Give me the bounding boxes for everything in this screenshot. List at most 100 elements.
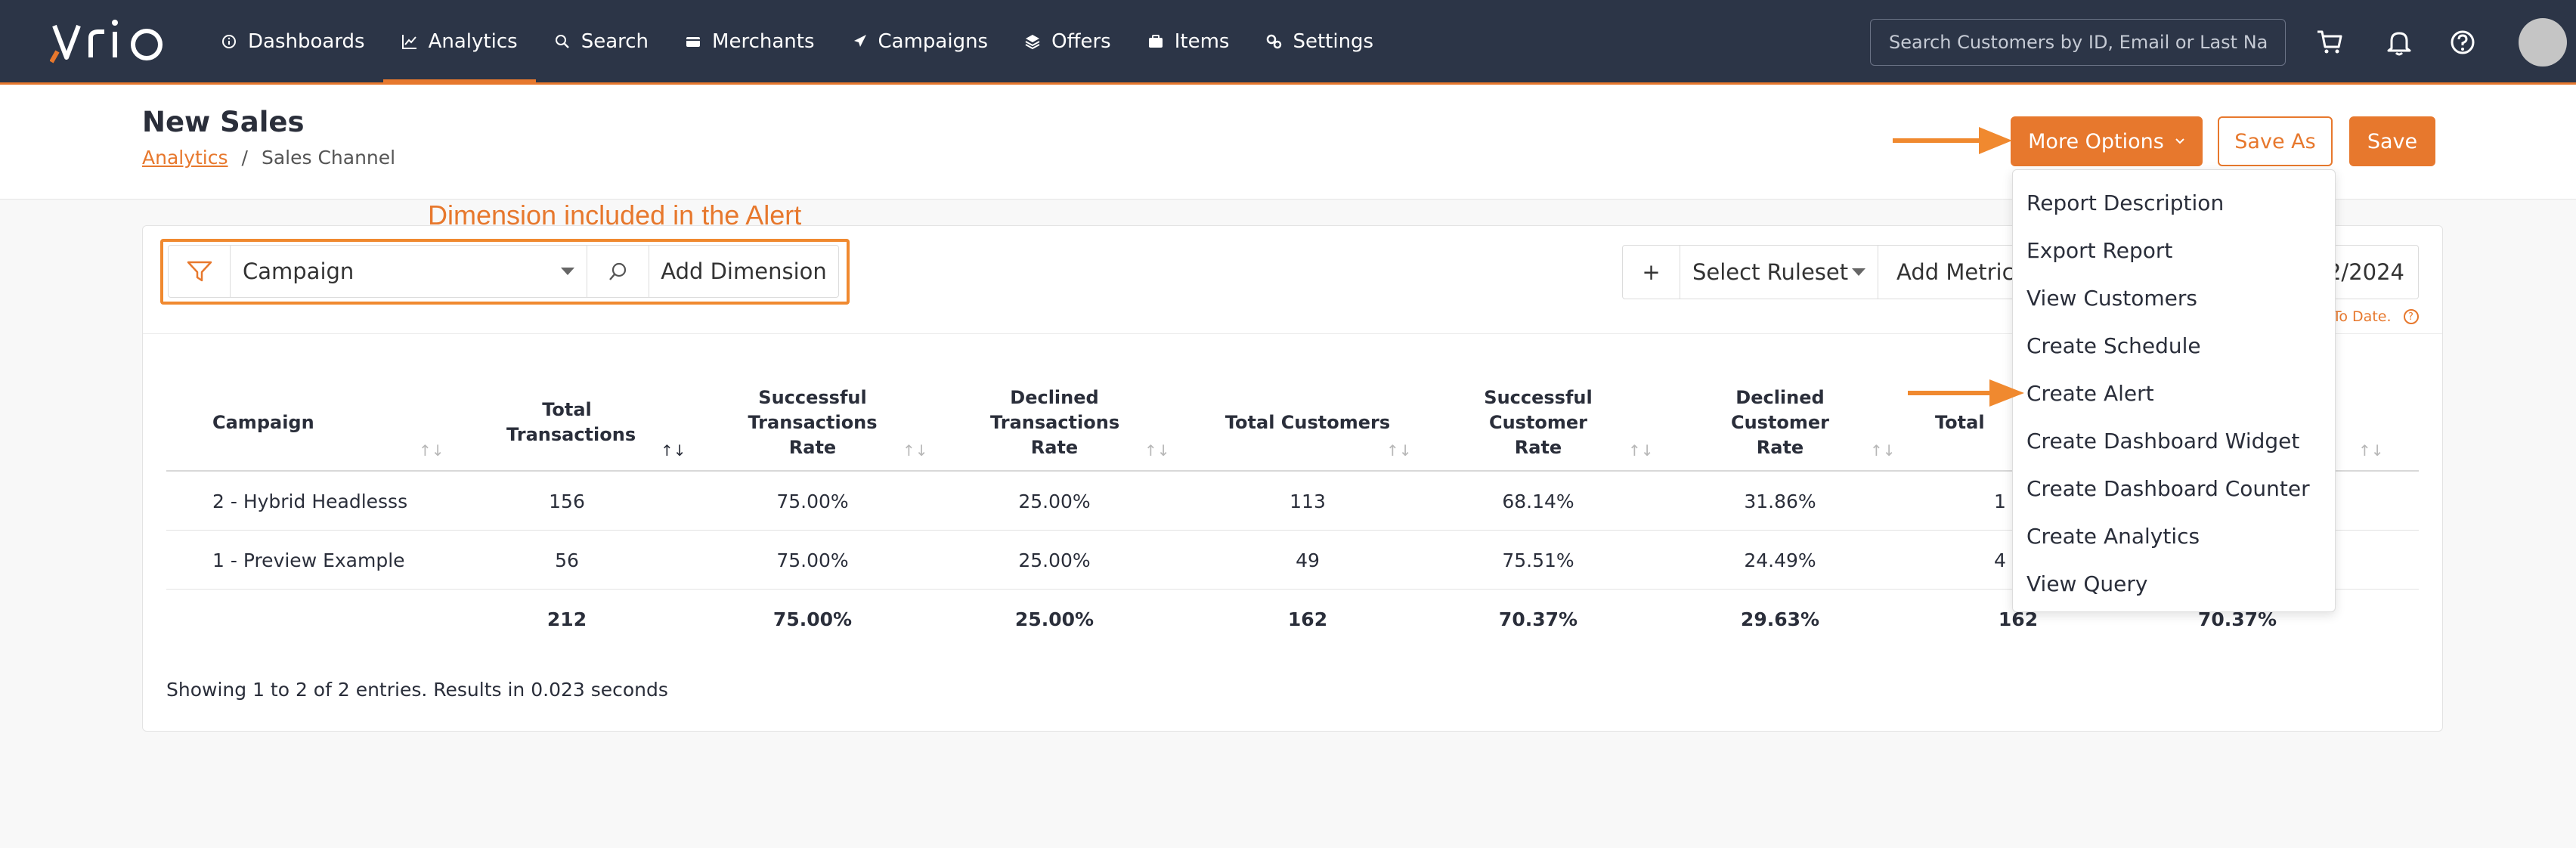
menu-item-create-dashboard-widget[interactable]: Create Dashboard Widget (2026, 429, 2300, 453)
cell-successful-customer-rate: 68.14% (1502, 490, 1574, 512)
layers-icon (1025, 34, 1040, 49)
box-icon (1148, 34, 1163, 48)
col-header-total-transactions[interactable]: Total Transactions (506, 399, 636, 445)
cell-total-customers: 49 (1296, 549, 1320, 571)
vrio-logo[interactable] (50, 18, 171, 67)
menu-item-create-analytics[interactable]: Create Analytics (2026, 524, 2200, 549)
help-circle-icon[interactable]: ? (2403, 309, 2419, 324)
cell-declined-transactions-rate: 25.00% (1018, 549, 1091, 571)
help-icon[interactable] (2448, 27, 2478, 57)
arrow-right-icon (1893, 127, 2012, 154)
save-button[interactable]: Save (2349, 116, 2435, 166)
cell-successful-transactions-rate: 75.00% (776, 549, 849, 571)
col-header-declined-transactions-rate[interactable]: Declined Transactions Rate (990, 386, 1120, 458)
nav-campaigns[interactable]: Campaigns (833, 0, 1007, 82)
global-search-input[interactable] (1870, 19, 2286, 66)
chevron-down-icon (2175, 138, 2184, 144)
menu-item-view-customers[interactable]: View Customers (2026, 286, 2197, 311)
nav-merchants[interactable]: Merchants (667, 0, 832, 82)
cell-total: 1 (1994, 490, 2006, 512)
col-header-total[interactable]: Total (1935, 411, 1985, 433)
total-transactions: 212 (546, 608, 587, 630)
more-options-label: More Options (2028, 129, 2164, 153)
nav-analytics[interactable]: Analytics (382, 0, 536, 82)
cart-icon[interactable] (2314, 27, 2345, 57)
sort-icon[interactable]: ↑↓ (903, 441, 928, 460)
nav-search-label: Search (581, 29, 649, 53)
col-header-total-customers[interactable]: Total Customers (1225, 411, 1391, 433)
info-circle-icon (222, 34, 236, 48)
nav-items-label: Items (1174, 29, 1230, 53)
to-date-text: To Date. (2333, 308, 2392, 325)
sort-icon[interactable]: ↑↓ (419, 441, 444, 460)
search-icon (608, 262, 626, 280)
more-options-menu: Report Description Export Report View Cu… (2012, 169, 2336, 612)
dimension-select-value: Campaign (243, 258, 355, 284)
cell-campaign: 2 - Hybrid Headlesss (212, 490, 408, 512)
cell-declined-customer-rate: 24.49% (1744, 549, 1816, 571)
breadcrumb-separator: / (241, 147, 248, 169)
cell-campaign: 1 - Preview Example (212, 549, 405, 571)
ruleset-select-label: Select Ruleset (1692, 259, 1849, 285)
col-header-successful-transactions-rate[interactable]: Successful Transactions Rate (748, 386, 878, 458)
table-header: Campaign ↑↓ Total Transactions ↑↓ Succes… (166, 373, 2419, 472)
nav-settings[interactable]: Settings (1247, 0, 1392, 82)
chart-line-icon (401, 34, 416, 49)
add-metrics-button[interactable]: Add Metrics (1896, 259, 2026, 285)
arrow-right-icon (1908, 379, 2024, 407)
add-dimension-button[interactable]: Add Dimension (661, 258, 827, 284)
cell-declined-transactions-rate: 25.00% (1018, 490, 1091, 512)
gears-icon (1267, 34, 1282, 48)
menu-item-view-query[interactable]: View Query (2026, 571, 2148, 596)
breadcrumb-analytics-link[interactable]: Analytics (142, 147, 228, 169)
to-date-hint: To Date. ? (2333, 308, 2419, 325)
nav-campaigns-label: Campaigns (878, 29, 989, 53)
dimension-search-button[interactable] (587, 246, 649, 297)
nav-dashboards[interactable]: Dashboards (203, 0, 383, 82)
cell-declined-customer-rate: 31.86% (1744, 490, 1816, 512)
total-customers: 162 (1287, 608, 1328, 630)
caret-down-icon (1852, 268, 1865, 276)
table-row[interactable]: 2 - Hybrid Headlesss 156 75.00% 25.00% 1… (166, 472, 2419, 531)
sort-active-icon[interactable]: ↑↓ (661, 441, 686, 460)
top-navbar: Dashboards Analytics Search Merchants Ca… (0, 0, 2576, 85)
nav-search[interactable]: Search (536, 0, 667, 82)
cell-total-transactions: 56 (555, 549, 579, 571)
nav-settings-label: Settings (1293, 29, 1374, 53)
total-declined-customer-rate: 29.63% (1740, 608, 1820, 630)
col-header-declined-customer-rate[interactable]: Declined Customer Rate (1730, 386, 1830, 458)
ruleset-select[interactable]: Select Ruleset (1680, 246, 1878, 299)
filter-icon (187, 261, 212, 282)
user-avatar[interactable] (2519, 18, 2567, 67)
caret-down-icon (561, 268, 574, 275)
menu-item-create-alert[interactable]: Create Alert (2026, 381, 2154, 406)
col-header-campaign[interactable]: Campaign (212, 411, 314, 433)
bell-icon[interactable] (2384, 27, 2414, 57)
sort-icon[interactable]: ↑↓ (1144, 441, 1170, 460)
menu-item-report-description[interactable]: Report Description (2026, 190, 2225, 215)
cell-successful-transactions-rate: 75.00% (776, 490, 849, 512)
menu-item-create-dashboard-counter[interactable]: Create Dashboard Counter (2026, 476, 2310, 501)
table-row[interactable]: 1 - Preview Example 56 75.00% 25.00% 49 … (166, 531, 2419, 590)
nav-offers[interactable]: Offers (1006, 0, 1129, 82)
col-header-successful-customer-rate[interactable]: Successful Customer Rate (1484, 386, 1593, 458)
main-nav: Dashboards Analytics Search Merchants Ca… (203, 0, 1392, 82)
filter-button[interactable] (169, 246, 231, 297)
menu-item-create-schedule[interactable]: Create Schedule (2026, 333, 2201, 358)
annotation-highlight-box (160, 239, 850, 305)
dimension-select[interactable]: Campaign (231, 246, 587, 297)
nav-items[interactable]: Items (1129, 0, 1248, 82)
sort-icon[interactable]: ↑↓ (2358, 441, 2384, 460)
add-button[interactable]: + (1623, 246, 1680, 299)
menu-item-export-report[interactable]: Export Report (2026, 238, 2173, 263)
sort-icon[interactable]: ↑↓ (1870, 441, 1896, 460)
breadcrumb-current: Sales Channel (261, 147, 396, 169)
save-as-button[interactable]: Save As (2218, 116, 2333, 166)
total-successful-transactions-rate: 75.00% (772, 608, 853, 630)
more-options-button[interactable]: More Options (2011, 116, 2203, 166)
table-footer-info: Showing 1 to 2 of 2 entries. Results in … (166, 679, 668, 701)
sort-icon[interactable]: ↑↓ (1628, 441, 1654, 460)
sort-icon[interactable]: ↑↓ (1386, 441, 1412, 460)
toolbar-divider (143, 333, 2442, 334)
card-icon (686, 36, 701, 47)
